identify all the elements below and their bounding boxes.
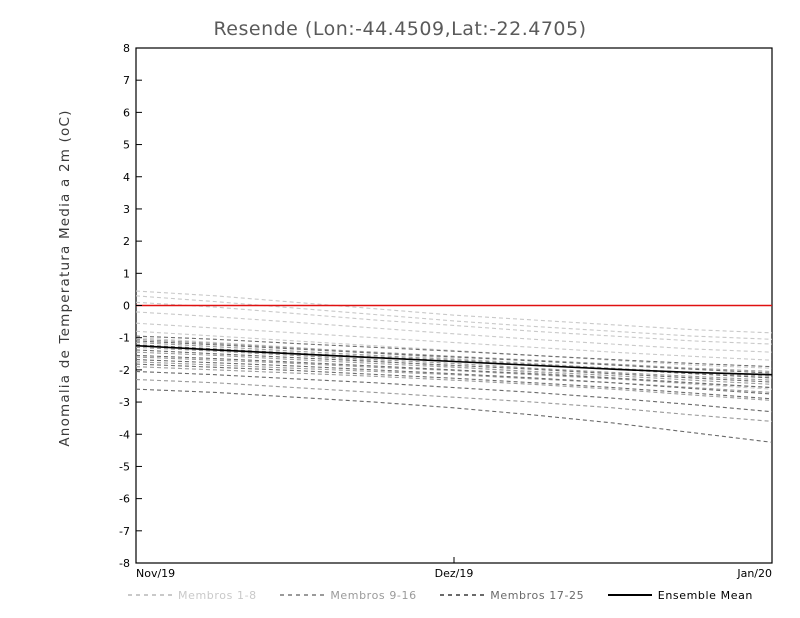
- series-line: [135, 356, 773, 389]
- series-line: [135, 378, 773, 422]
- y-axis-tick-label: -3: [119, 396, 130, 409]
- legend-item-membros-9-16[interactable]: Membros 9-16: [280, 589, 416, 602]
- y-axis-tick-label: 5: [123, 139, 130, 152]
- y-axis-tick-label: 7: [123, 74, 130, 87]
- legend-swatch-membros-1-8: [128, 594, 172, 596]
- y-axis-tick-label: 1: [123, 267, 130, 280]
- series-line: [135, 361, 773, 393]
- series-line: [135, 311, 773, 353]
- x-axis-tick-label: Nov/19: [136, 567, 175, 580]
- series-line: [135, 337, 773, 379]
- x-axis-tick-label: Dez/19: [435, 567, 474, 580]
- series-line: [135, 370, 773, 413]
- legend-label-membros-9-16: Membros 9-16: [330, 588, 417, 602]
- y-axis-tick-label: 6: [123, 106, 130, 119]
- y-axis-tick-label: -1: [119, 332, 130, 345]
- legend-swatch-membros-17-25: [440, 594, 485, 596]
- series-line: [135, 340, 773, 374]
- series-line: [135, 338, 773, 373]
- series-line: [135, 388, 773, 443]
- y-axis-tick-label: -7: [119, 525, 130, 538]
- series-line: [135, 363, 773, 400]
- y-axis-tick-label: 8: [123, 42, 130, 55]
- legend-swatch-membros-9-16: [280, 594, 325, 596]
- y-axis-tick-label: 0: [123, 300, 130, 313]
- legend-item-membros-17-25[interactable]: Membros 17-25: [440, 589, 584, 602]
- series-line: [135, 366, 773, 402]
- legend-item-membros-1-8[interactable]: Membros 1-8: [128, 589, 257, 602]
- series-line: [135, 301, 773, 345]
- y-axis-tick-label: -5: [119, 460, 130, 473]
- y-axis-tick-label: 2: [123, 235, 130, 248]
- series-line: [135, 295, 773, 340]
- series-line: [135, 351, 773, 385]
- page-title: Resende (Lon:-44.4509,Lat:-22.4705): [213, 18, 587, 40]
- x-axis-tick-label: Jan/20: [736, 567, 772, 580]
- legend-item-ensemble-mean[interactable]: Ensemble Mean: [607, 588, 753, 602]
- series-line: [135, 335, 773, 368]
- legend-label-membros-1-8: Membros 1-8: [178, 588, 257, 602]
- y-axis-tick-label: -8: [119, 557, 130, 570]
- series-line: [135, 346, 773, 381]
- y-axis-tick-label: -2: [119, 364, 130, 377]
- y-axis-tick-label: 3: [123, 203, 130, 216]
- chart-legend: Membros 1-8 Membros 9-16 Membros 17-25 E…: [128, 585, 773, 605]
- series-line: [135, 359, 773, 395]
- legend-label-ensemble-mean: Ensemble Mean: [657, 588, 753, 602]
- legend-label-membros-17-25: Membros 17-25: [490, 588, 585, 602]
- y-axis-tick-label: -6: [119, 493, 130, 506]
- series-line: [135, 341, 773, 377]
- series-line: [135, 349, 773, 383]
- y-axis-tick-label: 4: [123, 171, 130, 184]
- y-axis-tick-label: -4: [119, 428, 130, 441]
- series-line: [135, 290, 773, 334]
- series-line: [135, 330, 773, 369]
- series-line: [135, 322, 773, 361]
- series-line: [135, 344, 773, 376]
- legend-swatch-ensemble-mean: [607, 594, 652, 596]
- series-line: [135, 354, 773, 389]
